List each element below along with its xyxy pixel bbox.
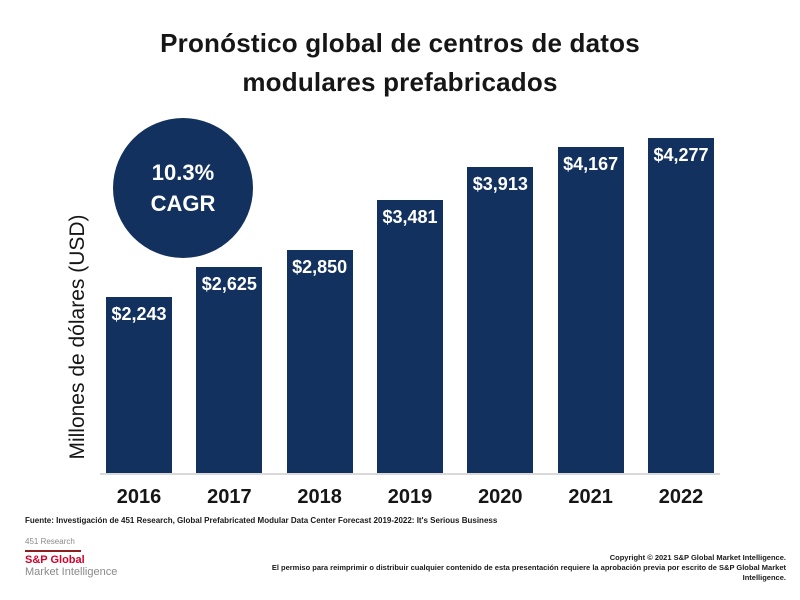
x-tick-label: 2021: [568, 486, 613, 508]
bar-value-label: $3,481: [382, 207, 438, 227]
bar-group-2018: $2,850 2018: [286, 138, 353, 508]
bar-2021: $4,167: [557, 147, 624, 473]
bar-group-2021: $4,167 2021: [557, 138, 624, 508]
page-title-line1: Pronóstico global de centros de datos: [160, 28, 640, 58]
bar-2020: $3,913: [467, 167, 534, 473]
copyright-line2: El permiso para reimprimir o distribuir …: [271, 563, 786, 582]
x-tick-label: 2016: [116, 486, 162, 508]
bar-2018: $2,850: [286, 250, 353, 473]
bar-2017: $2,625: [196, 267, 263, 473]
bar-group-2022: $4,277 2022: [647, 138, 714, 508]
bar-value-label: $3,913: [472, 174, 528, 194]
page-title: Pronóstico global de centros de datos mo…: [0, 24, 800, 102]
cagr-label: CAGR: [150, 191, 216, 216]
research-brand-label: 451 Research: [25, 537, 75, 546]
bar-2019: $3,481: [376, 200, 443, 473]
copyright-line1: Copyright © 2021 S&P Global Market Intel…: [609, 553, 786, 562]
bar-value-label: $2,243: [111, 304, 167, 324]
bar-group-2020: $3,913 2020: [467, 138, 534, 508]
x-tick-label: 2017: [207, 486, 252, 508]
bar-group-2019: $3,481 2019: [376, 138, 443, 508]
bar-value-label: $4,167: [563, 154, 619, 174]
bar-group-2017: $2,625 2017: [196, 138, 263, 508]
bar-value-label: $2,850: [292, 257, 348, 277]
x-tick-label: 2022: [658, 486, 704, 508]
bar-value-label: $2,625: [201, 274, 257, 294]
cagr-value: 10.3%: [151, 160, 215, 185]
bar-value-label: $4,277: [653, 145, 709, 165]
brand-logo-subtext: Market Intelligence: [25, 566, 118, 578]
brand-logo-text: S&P Global: [25, 554, 85, 566]
bar-chart: $2,243 2016 $2,625 2017 $2,850 2018 $3,481 2019…: [106, 138, 714, 508]
x-axis-line: [100, 473, 720, 475]
y-axis-label: Millones de dólares (USD): [66, 214, 89, 460]
bar-group-2016: $2,243 2016: [106, 138, 172, 508]
copyright-note: Copyright © 2021 S&P Global Market Intel…: [246, 553, 786, 583]
page-title-line2: modulares prefabricados: [242, 67, 558, 97]
x-tick-label: 2018: [297, 486, 342, 508]
source-note: Fuente: Investigación de 451 Research, G…: [25, 516, 498, 525]
x-tick-label: 2020: [478, 486, 523, 508]
brand-divider: [25, 550, 81, 552]
bar-2022: $4,277: [647, 138, 714, 473]
x-tick-label: 2019: [387, 486, 433, 508]
bar-2016: $2,243: [106, 297, 172, 473]
cagr-badge: 10.3% CAGR: [113, 118, 253, 258]
